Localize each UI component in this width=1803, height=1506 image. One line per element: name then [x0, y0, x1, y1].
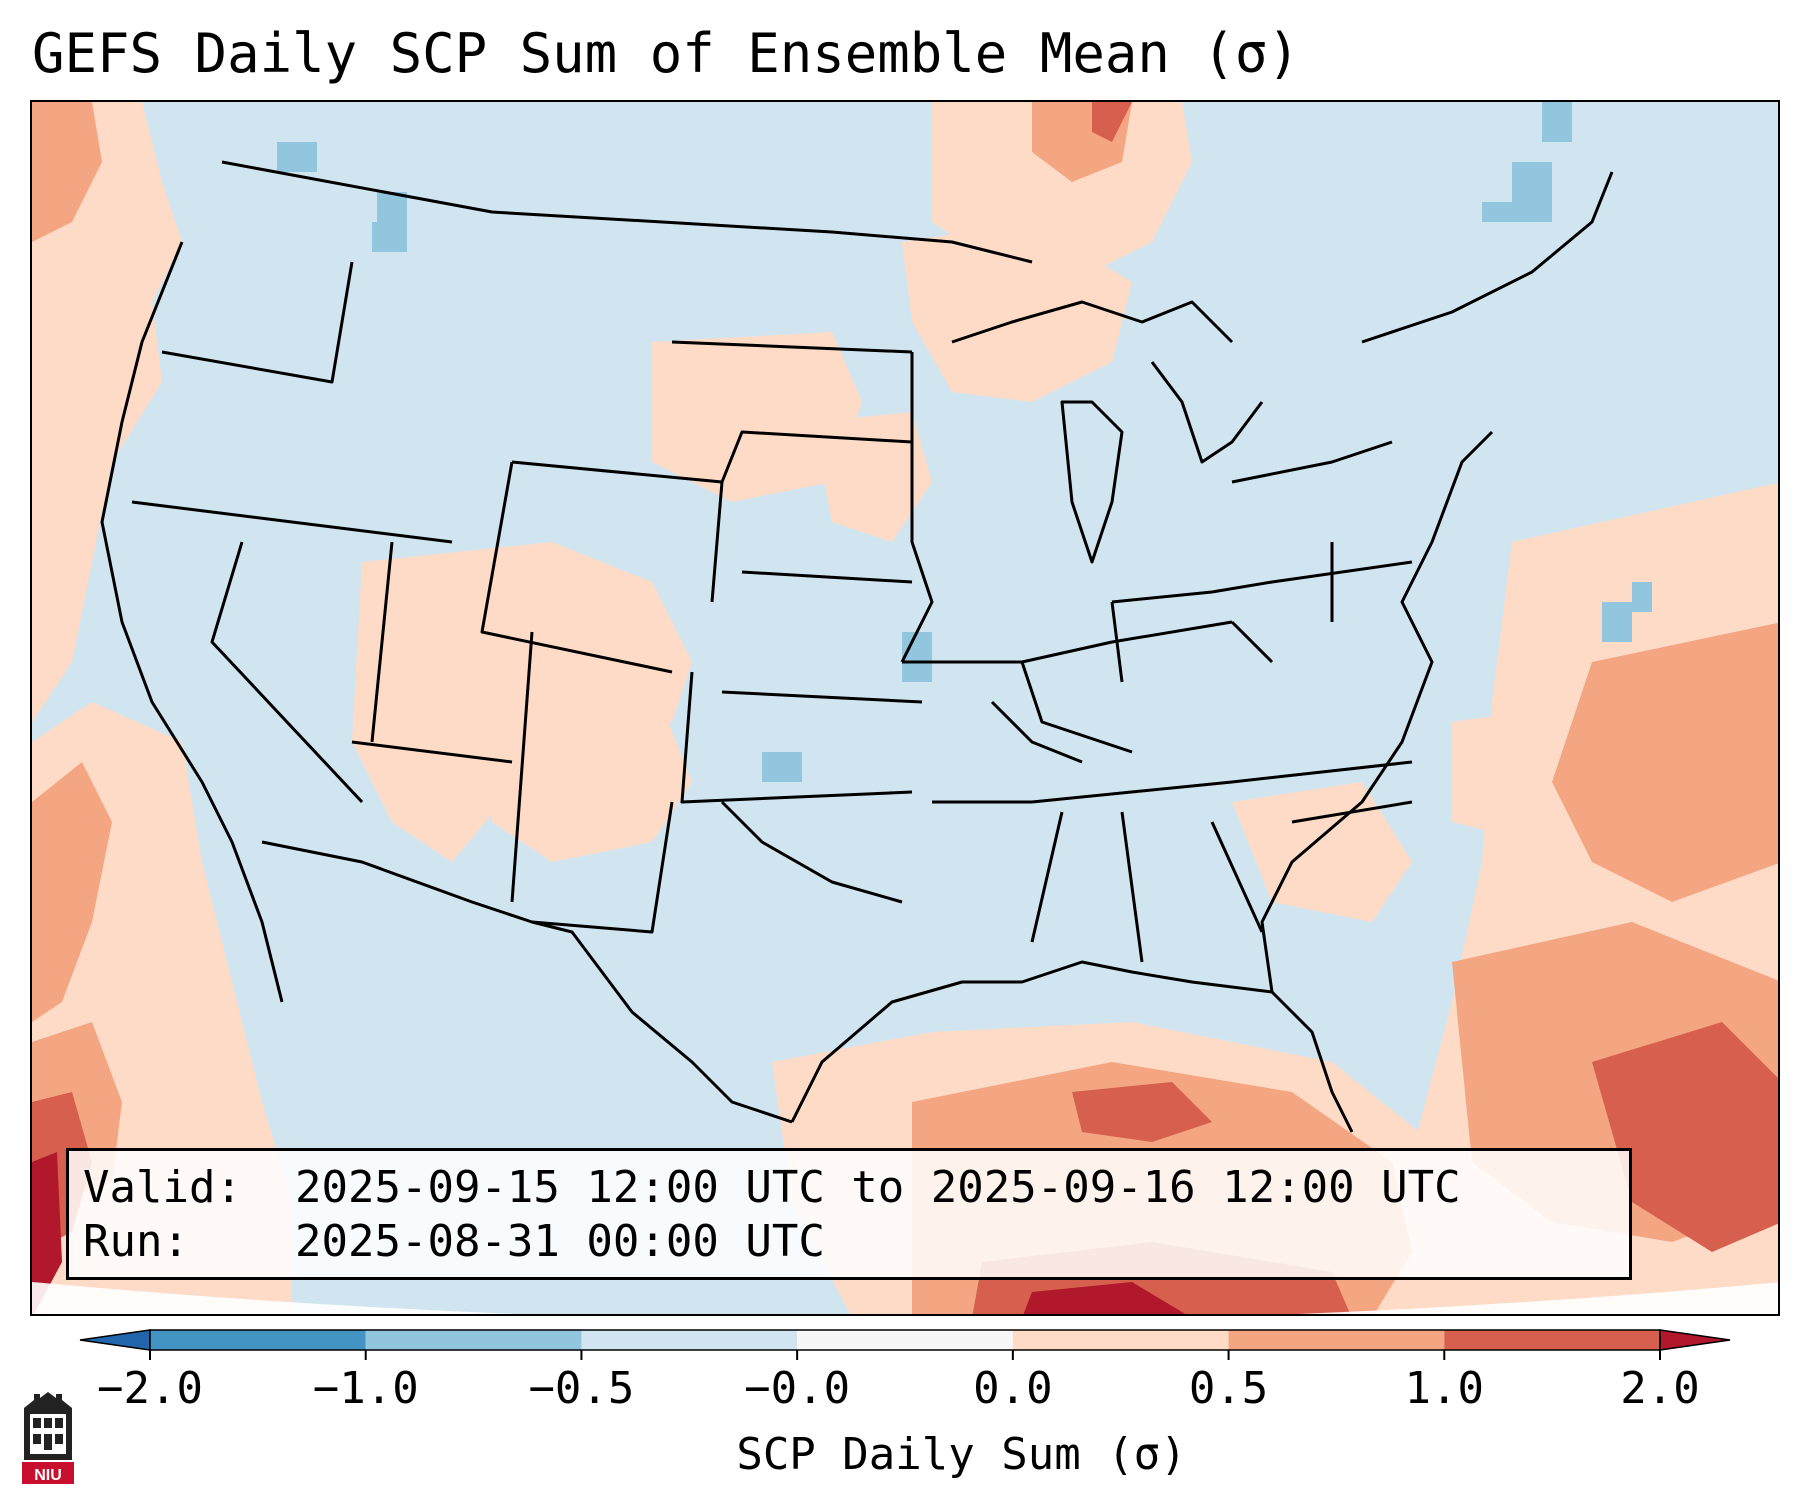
colorbar	[79, 1329, 1731, 1360]
colorbar-segment	[150, 1330, 366, 1350]
colorbar-segment	[1012, 1330, 1229, 1350]
colorbar-segment	[365, 1330, 582, 1350]
colorbar-segment	[581, 1330, 798, 1350]
map-svg	[32, 102, 1778, 1314]
colorbar-tick-label: 0.0	[973, 1363, 1053, 1414]
colorbar-outline	[149, 1329, 1661, 1351]
valid-line: Valid: 2025-09-15 12:00 UTC to 2025-09-16…	[83, 1161, 1629, 1215]
map-panel	[30, 100, 1780, 1316]
colorbar-tick-label: 1.0	[1404, 1363, 1485, 1414]
colorbar-tick-label: 2.0	[1620, 1363, 1700, 1414]
domain-edge-mask	[32, 1282, 1778, 1314]
valid-label: Valid:	[83, 1162, 242, 1213]
colorbar-tick-label: −1.0	[312, 1363, 419, 1414]
valid-run-box: Valid: 2025-09-15 12:00 UTC to 2025-09-16…	[66, 1148, 1632, 1280]
colorbar-extend-max	[1659, 1329, 1731, 1351]
colorbar-tick-label: −2.0	[97, 1363, 203, 1414]
colorbar-tick-label: −0.5	[528, 1363, 635, 1414]
run-label: Run:	[83, 1216, 189, 1267]
run-value: 2025-08-31 00:00 UTC	[295, 1216, 825, 1267]
colorbar-label: SCP Daily Sum (σ)	[736, 1429, 1187, 1480]
state-borders	[100, 160, 1614, 1133]
colorbar-segment	[1444, 1330, 1660, 1350]
run-line: Run: 2025-08-31 00:00 UTC	[83, 1215, 1629, 1269]
chart-title: GEFS Daily SCP Sum of Ensemble Mean (σ)	[32, 22, 1300, 85]
colorbar-tick-label: −0.0	[744, 1363, 851, 1414]
colorbar-extend-min	[79, 1329, 151, 1351]
valid-value: 2025-09-15 12:00 UTC to 2025-09-16 12:00…	[295, 1162, 1461, 1213]
colorbar-segment	[797, 1330, 1013, 1350]
logo-text: NIU	[34, 1467, 62, 1484]
colorbar-segment	[1228, 1330, 1445, 1350]
colorbar-tick-label: 0.5	[1188, 1363, 1269, 1414]
negative-anomaly-field	[277, 102, 1652, 782]
niu-university-logo-icon: NIU	[22, 1392, 74, 1484]
